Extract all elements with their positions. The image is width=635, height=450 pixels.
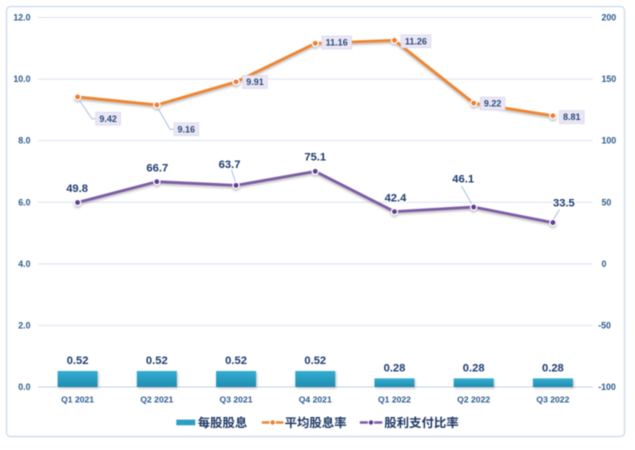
left-axis-tick-label: 0.0: [18, 382, 30, 392]
left-axis-tick-label: 2.0: [18, 320, 30, 330]
payout-ratio-data-label: 46.1: [452, 173, 474, 185]
avg-dividend-yield-marker: [233, 79, 239, 85]
bar-data-label: 0.28: [463, 362, 485, 374]
bar-data-label: 0.28: [384, 362, 406, 374]
legend-label-orange: [285, 416, 347, 429]
right-axis-tick-label: 50: [602, 197, 612, 207]
bar: [295, 370, 336, 387]
payout-ratio-data-label: 33.5: [553, 197, 575, 209]
category-label: Q2 2022: [457, 395, 490, 405]
category-axis-labels: Q1 2021 Q2 2021 Q3 2021 Q4 2021 Q1 2022 Q2 20…: [61, 395, 569, 405]
legend-orange-marker: [270, 420, 275, 425]
avg-dividend-yield-data-label: 11.26: [405, 36, 427, 46]
left-axis-tick-label: 4.0: [18, 259, 30, 269]
avg-dividend-yield-label-box: [479, 96, 506, 111]
avg-dividend-yield-data-label: 9.91: [246, 77, 264, 87]
bar: [453, 378, 494, 387]
payout-ratio-marker: [392, 209, 397, 215]
bar: [216, 370, 257, 387]
bar-data-label: 0.52: [225, 355, 247, 367]
category-label: Q3 2022: [536, 395, 569, 405]
payout-ratio-marker: [471, 204, 477, 210]
axis-tick-labels: 0.0 2.0 4.0 6.0 8.0 10.0 12.0 -100 -50 0 50 100 150 2…: [13, 13, 616, 393]
bar: [57, 370, 98, 387]
payout-ratio-data-label: 49.8: [66, 183, 88, 195]
bar-data-label: 0.52: [146, 355, 168, 367]
payout-ratio-marker: [550, 220, 556, 225]
right-axis-tick-label: 100: [602, 136, 617, 146]
avg-dividend-yield-marker: [154, 102, 160, 108]
avg-dividend-yield-marker: [75, 94, 81, 100]
right-axis-tick-label: -100: [598, 382, 616, 392]
payout-ratio-marker: [233, 182, 239, 188]
legend-label-bar: [198, 416, 247, 429]
avg-dividend-yield-label-box: [321, 35, 352, 50]
bar: [374, 378, 415, 387]
avg-dividend-yield-data-label: 8.81: [563, 112, 581, 122]
bar-data-label: 0.52: [304, 355, 326, 367]
right-axis-tick-label: 200: [602, 13, 617, 23]
left-axis-tick-label: 6.0: [18, 197, 30, 207]
left-axis-tick-label: 10.0: [13, 74, 30, 84]
bar-data-label: 0.52: [67, 355, 89, 367]
right-axis-tick-label: 150: [602, 74, 617, 84]
avg-dividend-yield-label-box: [173, 122, 200, 137]
payout-ratio-data-label: 66.7: [146, 162, 168, 174]
avg-dividend-yield-data-label: 9.22: [484, 99, 502, 109]
avg-dividend-yield-label-box: [242, 75, 268, 89]
legend: [176, 416, 459, 429]
avg-dividend-yield-label-leader: [157, 108, 175, 130]
avg-dividend-yield-label-leader: [79, 100, 97, 120]
payout-ratio-label-leader: [461, 185, 472, 204]
payout-ratio-marker: [75, 200, 81, 205]
left-axis-tick-label: 12.0: [13, 13, 30, 23]
payout-ratio-data-labels: 49.8 66.7 63.7 75.1 42.4 46.1 33.5: [65, 150, 576, 220]
figure-border: [5, 5, 626, 438]
bar: [136, 370, 177, 387]
avg-dividend-yield-marker: [312, 40, 318, 46]
gridlines: [38, 17, 593, 388]
category-label: Q1 2021: [61, 395, 94, 405]
right-axis-tick-label: -50: [598, 320, 611, 330]
payout-ratio-data-label: 63.7: [219, 159, 241, 171]
category-label: Q1 2022: [378, 395, 411, 405]
avg-dividend-yield-data-label: 9.42: [99, 114, 117, 124]
avg-dividend-yield-marker: [392, 37, 397, 43]
category-label: Q4 2021: [299, 395, 332, 405]
avg-dividend-yield-label-box: [95, 111, 121, 126]
payout-ratio-series: [73, 167, 557, 227]
payout-ratio-data-label: 75.1: [304, 151, 326, 163]
bar-data-label: 0.28: [542, 362, 564, 374]
payout-ratio-marker: [154, 179, 160, 185]
category-label: Q3 2021: [220, 395, 253, 405]
bar: [532, 378, 573, 387]
avg-dividend-yield-data-label: 11.16: [326, 38, 348, 48]
avg-dividend-yield-marker: [471, 100, 477, 106]
category-label: Q2 2021: [140, 395, 173, 405]
payout-ratio-data-label: 42.4: [385, 192, 408, 204]
avg-dividend-yield-label-box: [400, 34, 432, 49]
payout-ratio-label-leader: [553, 209, 560, 220]
payout-ratio-marker: [312, 168, 318, 174]
bar-series: [57, 370, 573, 387]
left-axis-tick-label: 8.0: [18, 136, 30, 146]
legend-bar-swatch: [176, 419, 196, 426]
right-axis-tick-label: 0: [602, 259, 607, 269]
avg-dividend-yield-series: [73, 36, 557, 120]
avg-dividend-yield-data-label: 9.16: [178, 124, 196, 134]
avg-dividend-yield-label-box: [559, 110, 585, 124]
bar-data-labels: 0.52 0.52 0.52 0.52 0.28 0.28 0.28: [65, 354, 565, 376]
legend-label-purple: [384, 416, 459, 429]
legend-purple-marker: [368, 420, 374, 425]
avg-dividend-yield-marker: [550, 113, 556, 119]
payout-ratio-label-leader: [231, 169, 236, 182]
avg-dividend-yield-data-labels: 9.42 9.16 9.91 11.16 11.26 9.22 8.81: [79, 34, 585, 137]
